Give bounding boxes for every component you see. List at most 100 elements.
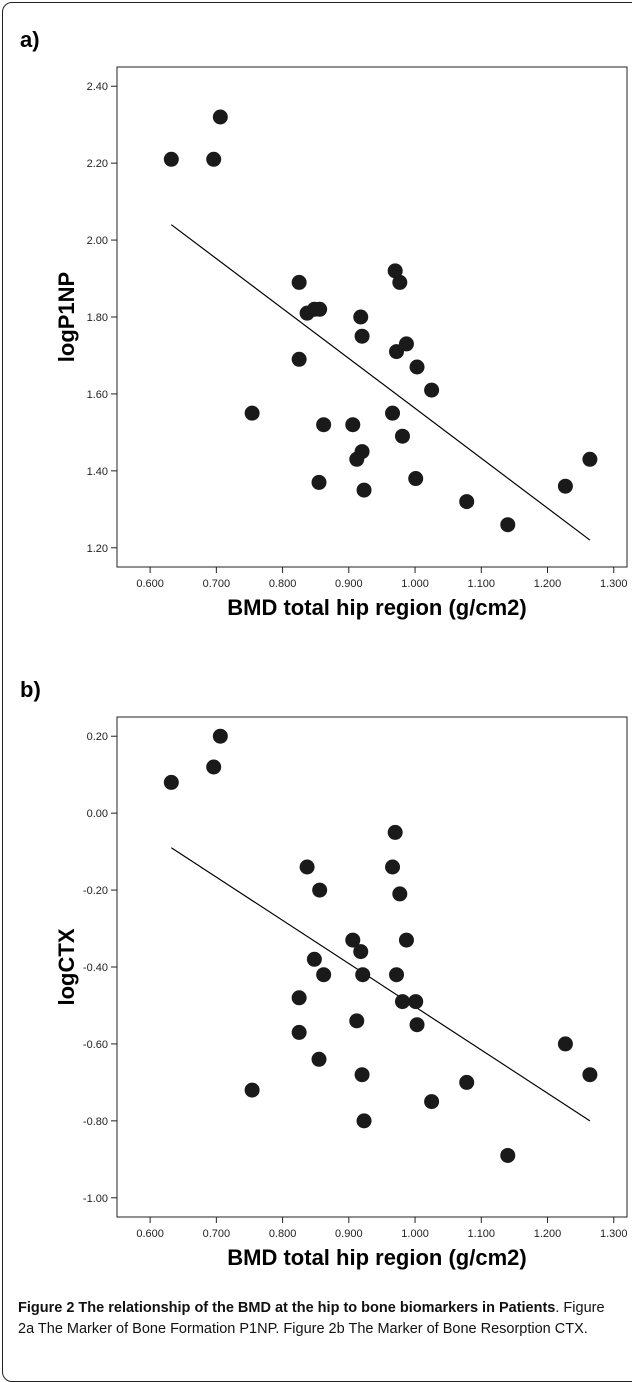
x-tick-label: 0.800	[269, 1228, 297, 1240]
data-point	[385, 405, 401, 421]
y-tick-label: -0.40	[83, 962, 108, 974]
y-tick-label: 0.00	[87, 808, 108, 820]
data-point	[354, 328, 370, 344]
regression-line	[170, 847, 591, 1122]
x-tick-label: 1.100	[468, 1228, 496, 1240]
data-point	[459, 1074, 475, 1090]
data-point	[557, 478, 573, 494]
data-point	[424, 1094, 440, 1110]
data-point	[291, 351, 307, 367]
data-point	[500, 1147, 516, 1163]
data-point	[311, 1051, 327, 1067]
x-tick-label: 0.900	[335, 1228, 363, 1240]
data-point	[394, 428, 410, 444]
data-point	[206, 759, 222, 775]
x-tick-label: 1.300	[600, 1228, 628, 1240]
data-point	[353, 944, 369, 960]
data-point	[244, 405, 260, 421]
data-point	[389, 967, 405, 983]
data-point	[244, 1082, 260, 1098]
data-point	[291, 990, 307, 1006]
y-tick-label: -0.80	[83, 1116, 108, 1128]
plot-area-border	[116, 66, 628, 568]
data-point	[356, 482, 372, 498]
data-point	[354, 444, 370, 460]
y-tick-label: -1.00	[83, 1193, 108, 1205]
data-point	[206, 151, 222, 167]
data-point	[354, 1067, 370, 1083]
data-point	[212, 109, 228, 125]
data-point	[291, 274, 307, 290]
data-point	[387, 824, 403, 840]
data-point	[385, 859, 401, 875]
data-point	[500, 517, 516, 533]
plot-area-border	[116, 716, 628, 1218]
y-tick-label: -0.20	[83, 885, 108, 897]
figure-caption: Figure 2 The relationship of the BMD at …	[18, 1298, 618, 1340]
data-point	[392, 274, 408, 290]
data-point	[311, 474, 327, 490]
y-axis-title: logP1NP	[54, 272, 79, 362]
data-point	[306, 951, 322, 967]
data-point	[345, 417, 361, 433]
y-tick-label: 2.40	[87, 81, 108, 93]
y-axis-title: logCTX	[54, 928, 79, 1005]
data-point	[392, 886, 408, 902]
x-axis-title: BMD total hip region (g/cm2)	[227, 595, 526, 620]
data-point	[163, 774, 179, 790]
x-tick-label: 1.300	[600, 578, 628, 590]
x-tick-label: 0.700	[203, 1228, 231, 1240]
x-tick-label: 0.600	[136, 578, 164, 590]
x-tick-label: 1.100	[468, 578, 496, 590]
data-point	[312, 882, 328, 898]
data-point	[557, 1036, 573, 1052]
data-point	[356, 1113, 372, 1129]
data-point	[394, 994, 410, 1010]
data-point	[424, 382, 440, 398]
data-point	[212, 728, 228, 744]
data-point	[387, 263, 403, 279]
data-point	[409, 359, 425, 375]
x-tick-label: 1.200	[534, 578, 562, 590]
data-point	[312, 301, 328, 317]
data-point	[582, 451, 598, 467]
y-tick-label: 1.40	[87, 466, 108, 478]
chart-panel-a: a) 1.20 1.40 1.60 1.80 2.00 2.20 2.40 0.600 0.700…	[20, 27, 628, 620]
data-point	[355, 967, 371, 983]
y-tick-label: 1.20	[87, 543, 108, 555]
y-tick-label: -0.60	[83, 1039, 108, 1051]
panel-label: a)	[20, 27, 40, 52]
x-tick-label: 1.000	[401, 578, 429, 590]
data-point	[398, 932, 414, 948]
data-point	[353, 309, 369, 325]
y-tick-label: 2.20	[87, 158, 108, 170]
data-point	[349, 1013, 365, 1029]
x-axis-title: BMD total hip region (g/cm2)	[227, 1245, 526, 1270]
caption-body: . Figure 2a The Marker of Bone Formation…	[18, 1300, 605, 1337]
data-point	[459, 494, 475, 510]
chart-panel-b: b) 0.20 0.00 -0.20 -0.40 -0.60 -0.80 -1.00 0.600…	[20, 677, 628, 1270]
data-point	[398, 336, 414, 352]
data-point	[408, 471, 424, 487]
data-point	[291, 1024, 307, 1040]
caption-title: Figure 2 The relationship of the BMD at …	[18, 1300, 556, 1316]
data-point	[582, 1067, 598, 1083]
x-tick-label: 1.000	[401, 1228, 429, 1240]
y-tick-label: 0.20	[87, 731, 108, 743]
x-tick-label: 0.600	[136, 1228, 164, 1240]
x-tick-label: 0.700	[203, 578, 231, 590]
y-tick-label: 1.80	[87, 312, 108, 324]
data-point	[408, 994, 424, 1010]
data-point	[316, 417, 332, 433]
panel-label: b)	[20, 677, 41, 702]
x-tick-label: 1.200	[534, 1228, 562, 1240]
x-tick-label: 0.800	[269, 578, 297, 590]
data-point	[316, 967, 332, 983]
data-point	[163, 151, 179, 167]
data-point	[299, 859, 315, 875]
data-point	[409, 1017, 425, 1033]
y-tick-label: 1.60	[87, 389, 108, 401]
x-tick-label: 0.900	[335, 578, 363, 590]
data-point	[345, 932, 361, 948]
regression-line	[170, 224, 591, 541]
